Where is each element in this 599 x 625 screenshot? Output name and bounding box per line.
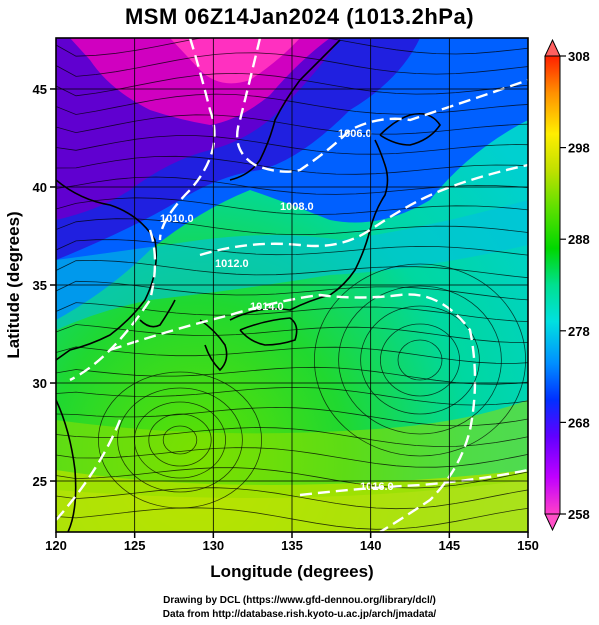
colorbar-tick-label: 258 — [568, 507, 590, 522]
streamline — [56, 114, 528, 135]
credits: Drawing by DCL (https://www.gfd-dennou.o… — [0, 594, 599, 622]
isobar-label-1006: 1006.0 — [338, 128, 372, 140]
streamline-swirl — [360, 305, 480, 415]
streamline-swirl — [379, 323, 460, 397]
x-tick-label: 120 — [45, 538, 67, 553]
isobar-label-1012: 1012.0 — [215, 258, 249, 270]
x-tick-label: 150 — [517, 538, 539, 553]
x-tick-label: 135 — [281, 538, 303, 553]
x-tick-label: 145 — [438, 538, 460, 553]
colorbar-ticks: 258 268 278 288 298 308 — [560, 49, 590, 522]
x-axis-label: Longitude (degrees) — [210, 562, 373, 581]
x-tick-label: 140 — [360, 538, 382, 553]
streamline — [56, 302, 528, 322]
streamline-swirl — [338, 285, 502, 435]
streamline — [56, 507, 528, 530]
lat-lon-grid — [56, 38, 528, 532]
x-tick-label: 125 — [124, 538, 146, 553]
y-axis-ticks: 25 30 35 40 45 — [33, 82, 56, 489]
x-tick-label: 130 — [202, 538, 224, 553]
y-tick-label: 35 — [33, 278, 47, 293]
streamline-swirl — [117, 387, 243, 493]
y-axis-label: Latitude (degrees) — [4, 211, 23, 358]
streamline — [56, 280, 528, 301]
streamline — [56, 427, 528, 447]
streamline — [56, 447, 528, 468]
y-tick-label: 25 — [33, 474, 47, 489]
streamline — [56, 135, 528, 155]
x-axis-ticks: 120 125 130 135 140 145 150 — [45, 532, 539, 553]
streamline — [56, 93, 528, 115]
y-tick-label: 30 — [33, 376, 47, 391]
isobar-label-1016: 1016.0 — [360, 481, 394, 493]
streamline-swirl — [98, 371, 262, 509]
streamline — [56, 406, 528, 427]
colorbar-tick-label: 308 — [568, 49, 590, 64]
streamline — [56, 366, 528, 385]
streamline — [56, 487, 528, 510]
streamline — [56, 324, 528, 344]
streamline-swirl — [397, 339, 443, 381]
credit-line-drawing: Drawing by DCL (https://www.gfd-dennou.o… — [163, 595, 436, 606]
colorbar-min-arrow — [544, 513, 561, 532]
colorbar-tick-label: 268 — [568, 415, 590, 430]
streamline — [56, 155, 528, 175]
streamline — [56, 218, 528, 236]
map-title: MSM 06Z14Jan2024 (1013.2hPa) — [124, 4, 475, 29]
streamline — [56, 386, 528, 406]
isobar-label-1008: 1008.0 — [280, 201, 314, 213]
streamline — [56, 197, 528, 215]
streamline — [56, 259, 528, 279]
streamline-swirl — [162, 425, 198, 455]
isobar-label-1014: 1014.0 — [250, 301, 284, 313]
colorbar-max-arrow — [544, 38, 561, 57]
credit-line-data: Data from http://database.rish.kyoto-u.a… — [162, 609, 437, 620]
streamline — [56, 72, 528, 97]
isobar-labels: 1006.0 1008.0 1010.0 1012.0 1014.0 1016.… — [160, 128, 394, 493]
colorbar-tick-label: 288 — [568, 232, 590, 247]
y-tick-label: 40 — [33, 180, 47, 195]
wind-streamlines — [56, 38, 528, 530]
isobar-label-1010: 1010.0 — [160, 213, 194, 225]
streamline — [56, 52, 528, 77]
streamline-swirl — [148, 413, 212, 467]
y-tick-label: 45 — [33, 82, 47, 97]
colorbar-tick-label: 278 — [568, 324, 590, 339]
colorbar-tick-label: 298 — [568, 141, 590, 156]
streamline — [56, 239, 528, 256]
streamline — [56, 38, 528, 57]
streamline — [56, 467, 528, 489]
streamline-swirl — [313, 263, 526, 457]
colorbar: 258 268 278 288 298 308 — [544, 38, 590, 532]
streamline — [56, 346, 528, 364]
